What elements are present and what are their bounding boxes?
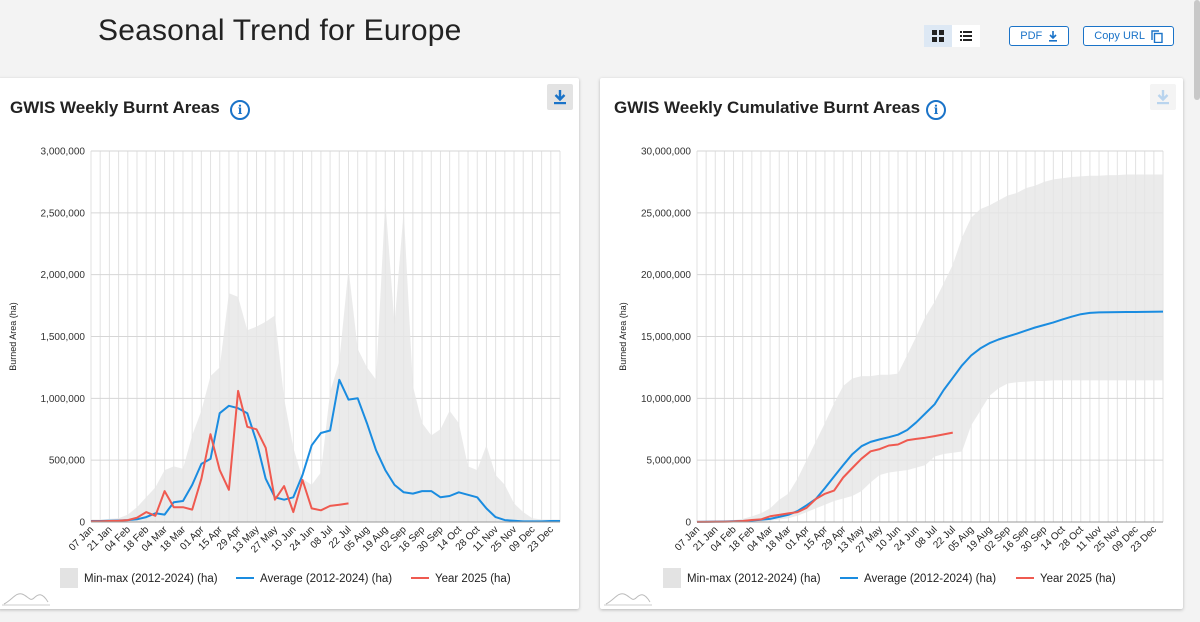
info-icon[interactable]: i — [230, 100, 250, 120]
legend-label-min-max: Min-max (2012-2024) (ha) — [687, 573, 821, 585]
download-icon — [1049, 30, 1058, 42]
view-toggle — [924, 25, 981, 47]
weekly-cumulative-burnt-areas-chart: 0 5,000,000 10,000,000 15,000,000 20,000,000… — [604, 147, 1164, 606]
y-tick-label: 30,000,000 — [641, 147, 691, 158]
list-view-button[interactable] — [952, 25, 981, 47]
pdf-label: PDF — [1020, 30, 1043, 42]
toolbar: PDF Copy URL — [924, 25, 1174, 47]
download-icon — [1157, 90, 1169, 105]
weekly-burnt-areas-chart: 0 500,000 1,000,000 1,500,000 2,000,000 2,500… — [2, 147, 561, 606]
average-line — [696, 310, 1164, 523]
page-scrollbar[interactable] — [1194, 0, 1200, 100]
page-title: Seasonal Trend for Europe — [98, 14, 462, 47]
copy-url-button[interactable]: Copy URL — [1083, 26, 1174, 46]
y-tick-label: 1,500,000 — [41, 332, 86, 343]
legend-swatch-min-max — [60, 568, 78, 588]
chart-title: GWIS Weekly Burnt Areas — [10, 98, 220, 117]
legend-label-average: Average (2012-2024) (ha) — [864, 573, 996, 585]
navigator-sparkline — [605, 593, 651, 605]
y-tick-label: 500,000 — [49, 456, 86, 467]
copy-url-label: Copy URL — [1094, 30, 1145, 42]
chart-title: GWIS Weekly Cumulative Burnt Areas — [614, 98, 921, 117]
y-tick-label: 15,000,000 — [641, 332, 691, 343]
weekly-cumulative-burnt-areas-card: GWIS Weekly Cumulative Burnt Areas i 0 5,… — [600, 78, 1183, 609]
download-chart-button[interactable] — [1150, 84, 1176, 110]
y-tick-label: 2,500,000 — [41, 208, 86, 219]
legend-label-average: Average (2012-2024) (ha) — [260, 573, 392, 585]
y-tick-label: 1,000,000 — [41, 394, 86, 405]
y-axis-label: Burned Area (ha) — [8, 302, 18, 371]
y-tick-label: 3,000,000 — [41, 147, 86, 158]
info-icon[interactable]: i — [926, 100, 946, 120]
legend-swatch-min-max — [663, 568, 681, 588]
y-tick-label: 0 — [685, 518, 691, 529]
legend-label-year: Year 2025 (ha) — [435, 573, 511, 585]
y-axis-label: Burned Area (ha) — [618, 302, 628, 371]
download-icon — [554, 90, 566, 105]
y-tick-label: 20,000,000 — [641, 270, 691, 281]
y-tick-label: 25,000,000 — [641, 208, 691, 219]
y-tick-label: 0 — [79, 518, 85, 529]
download-chart-button[interactable] — [547, 84, 573, 110]
grid-view-button[interactable] — [924, 25, 953, 47]
legend-label-min-max: Min-max (2012-2024) (ha) — [84, 573, 218, 585]
copy-icon — [1151, 29, 1163, 43]
navigator-sparkline — [3, 593, 49, 605]
legend-label-year: Year 2025 (ha) — [1040, 573, 1116, 585]
y-tick-label: 2,000,000 — [41, 270, 86, 281]
year-2025-line — [91, 389, 349, 523]
weekly-burnt-areas-card: GWIS Weekly Burnt Areas i 0 500,000 1,000,… — [0, 78, 579, 609]
year-2025-line — [697, 431, 953, 523]
min-max-band — [91, 200, 560, 522]
grid-icon — [932, 30, 945, 42]
list-icon — [960, 31, 973, 41]
y-tick-label: 5,000,000 — [647, 456, 692, 467]
y-tick-label: 10,000,000 — [641, 394, 691, 405]
min-max-band — [697, 174, 1163, 522]
average-line — [91, 378, 560, 523]
pdf-button[interactable]: PDF — [1009, 26, 1070, 46]
